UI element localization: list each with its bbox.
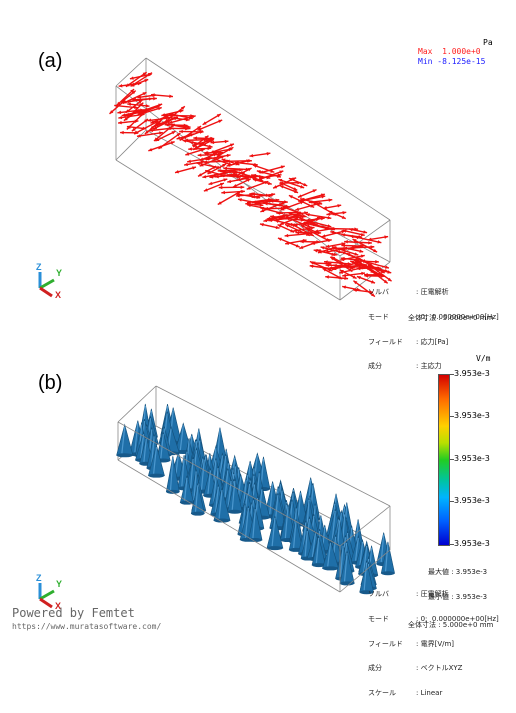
stress-arrow — [279, 181, 301, 185]
stress-arrow — [260, 223, 280, 229]
stress-arrow — [298, 189, 317, 197]
panel-b-efield-plot: (b) V/m 3.953e-3 3.953e-3 3.953e-3 3.953… — [0, 330, 516, 662]
stress-arrow — [218, 191, 242, 204]
stress-arrow — [209, 178, 228, 185]
stress-arrow — [344, 240, 372, 245]
panel-a-stress-plot: (a) Pa Max 1.000e+0 Min -8.125e-15 Z Y X… — [0, 0, 516, 330]
total-size-b: 全体寸法 : 5.000e+0 mm — [408, 620, 493, 630]
stress-arrow — [131, 73, 152, 86]
vendor-url: https://www.muratasoftware.com/ — [12, 622, 161, 631]
efield-cone — [117, 425, 133, 458]
info-row: スケール: Linear — [368, 689, 499, 697]
axis-x-label: X — [55, 290, 61, 300]
axis-y-label: Y — [56, 268, 62, 278]
stress-arrow — [175, 166, 196, 173]
stress-arrow — [313, 202, 337, 215]
info-row: 成分: ベクトルXYZ — [368, 664, 499, 672]
box-edge — [116, 130, 146, 160]
stress-arrow — [219, 185, 245, 189]
stress-arrow — [249, 152, 270, 157]
stress-arrow — [203, 114, 221, 125]
info-row: ソルバ: 圧電解析 — [368, 590, 499, 598]
info-block-b: ソルバ: 圧電解析 モード: 0; 0.000000e+00[Hz] フィールド… — [368, 574, 499, 713]
axis-z-label: Z — [36, 262, 42, 272]
stress-arrow — [221, 190, 245, 194]
info-row: フィールド: 電界[V/m] — [368, 640, 499, 648]
stress-arrow — [368, 235, 388, 241]
axis-y-label: Y — [56, 579, 62, 589]
box-edge — [118, 422, 340, 546]
axis-z-label: Z — [36, 573, 42, 583]
stress-arrow — [130, 73, 152, 80]
powered-by-label: Powered by Femtet — [12, 606, 135, 620]
stress-arrow — [299, 242, 316, 249]
stress-arrow — [151, 93, 173, 98]
info-row: ソルバ: 圧電解析 — [368, 288, 499, 296]
stress-arrow — [197, 120, 222, 131]
total-size-a: 全体寸法 : 5.000e+0 mm — [408, 313, 493, 323]
